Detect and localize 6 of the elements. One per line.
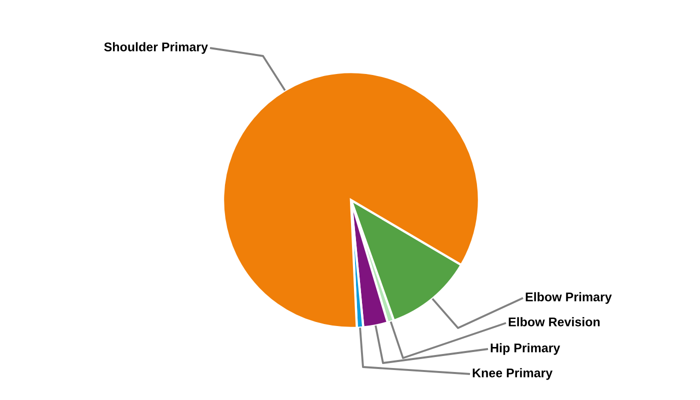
- pie-slice: [222, 70, 480, 330]
- slice-label: Knee Primary: [472, 368, 553, 380]
- slice-label: Elbow Revision: [508, 317, 600, 326]
- slice-label: Hip Primary: [490, 343, 560, 355]
- slice-label: Elbow Primary: [526, 292, 612, 304]
- slice-label: Shoulder Primary: [104, 42, 208, 54]
